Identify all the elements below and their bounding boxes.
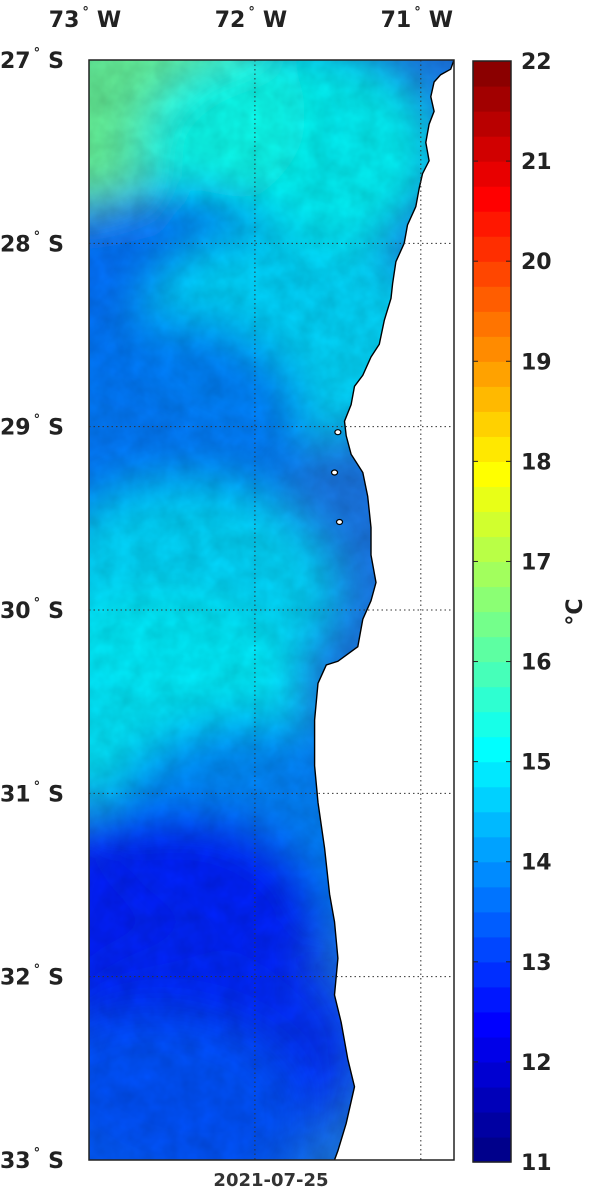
sst-map [88,59,455,1161]
colorbar-unit-label: °C [563,598,588,625]
colorbar-frame [472,60,512,1163]
colorbar-tick-label: 15 [521,751,552,776]
colorbar-step [473,536,511,563]
latitude-tick-label: 28 ° S [0,229,64,257]
colorbar: 11 12 13 14 15 16 17 18 19 20 21 22 °C [472,50,588,1176]
colorbar-step [473,661,511,688]
colorbar-step [473,586,511,613]
colorbar-step [473,1036,511,1063]
colorbar-step [473,1011,511,1038]
colorbar-step [473,261,511,287]
colorbar-tick-label: 13 [521,951,552,976]
colorbar-step [473,136,511,162]
colorbar-scale [473,61,511,1163]
colorbar-step [473,686,511,713]
colorbar-step [473,161,511,187]
coastline [313,60,454,1160]
colorbar-step [473,736,511,763]
colorbar-tick-labels: 11 12 13 14 15 16 17 18 19 20 21 22 [473,50,552,1176]
latitude-tick-label: 32 ° S [0,963,64,991]
longitude-tick-label: 71 ° W [381,5,453,33]
colorbar-step [473,486,511,513]
colorbar-step [473,1061,511,1088]
colorbar-step [473,336,511,362]
colorbar-step [473,786,511,813]
island [330,469,339,476]
latitude-tick-labels: 27 ° S 28 ° S 29 ° S 30 ° S 31 ° S 32 ° S 33 ° S [0,46,64,1174]
island [335,518,344,526]
colorbar-step [473,636,511,663]
colorbar-step [473,961,511,988]
map-frame [88,59,455,1161]
date-label: 2021-07-25 [213,1170,328,1188]
graticule [89,60,454,1160]
colorbar-step [473,461,511,487]
colorbar-step [473,811,511,838]
colorbar-step [473,511,511,538]
land-mask [314,60,454,1160]
colorbar-step [473,61,511,87]
colorbar-step [473,711,511,738]
colorbar-step [473,1111,511,1138]
colorbar-step [473,861,511,888]
colorbar-tick-label: 16 [521,651,552,676]
colorbar-step [473,1136,511,1163]
coastal-islands [330,429,344,526]
colorbar-step [473,111,511,137]
colorbar-step [473,386,511,412]
island [334,429,342,436]
latitude-tick-label: 31 ° S [0,779,64,807]
colorbar-step [473,86,511,112]
colorbar-tick-label: 12 [521,1051,552,1076]
colorbar-tick-label: 20 [521,250,552,275]
colorbar-step [473,761,511,788]
colorbar-step [473,286,511,312]
latitude-tick-label: 29 ° S [0,413,64,441]
colorbar-step [473,1086,511,1113]
colorbar-step [473,561,511,588]
colorbar-step [473,886,511,913]
colorbar-step [473,911,511,938]
colorbar-tick-label: 14 [521,851,552,876]
colorbar-tick-label: 11 [521,1151,552,1176]
latitude-tick-label: 33 ° S [0,1146,64,1174]
colorbar-step [473,611,511,638]
latitude-tick-label: 27 ° S [0,46,64,74]
colorbar-tick-label: 22 [521,50,552,75]
colorbar-step [473,936,511,963]
longitude-tick-labels: 73 ° W 72 ° W 71 ° W [49,5,453,33]
colorbar-step [473,986,511,1013]
latitude-tick-label: 30 ° S [0,596,64,624]
colorbar-step [473,186,511,212]
colorbar-tick-label: 21 [521,150,552,175]
colorbar-step [473,361,511,387]
colorbar-step [473,436,511,462]
colorbar-tick-label: 17 [521,550,552,575]
colorbar-step [473,836,511,863]
colorbar-tick-label: 18 [521,450,552,475]
colorbar-step [473,211,511,237]
colorbar-step [473,411,511,437]
colorbar-step [473,311,511,337]
longitude-tick-label: 73 ° W [49,5,121,33]
colorbar-step [473,236,511,262]
colorbar-tick-label: 19 [521,350,552,375]
longitude-tick-label: 72 ° W [215,5,287,33]
